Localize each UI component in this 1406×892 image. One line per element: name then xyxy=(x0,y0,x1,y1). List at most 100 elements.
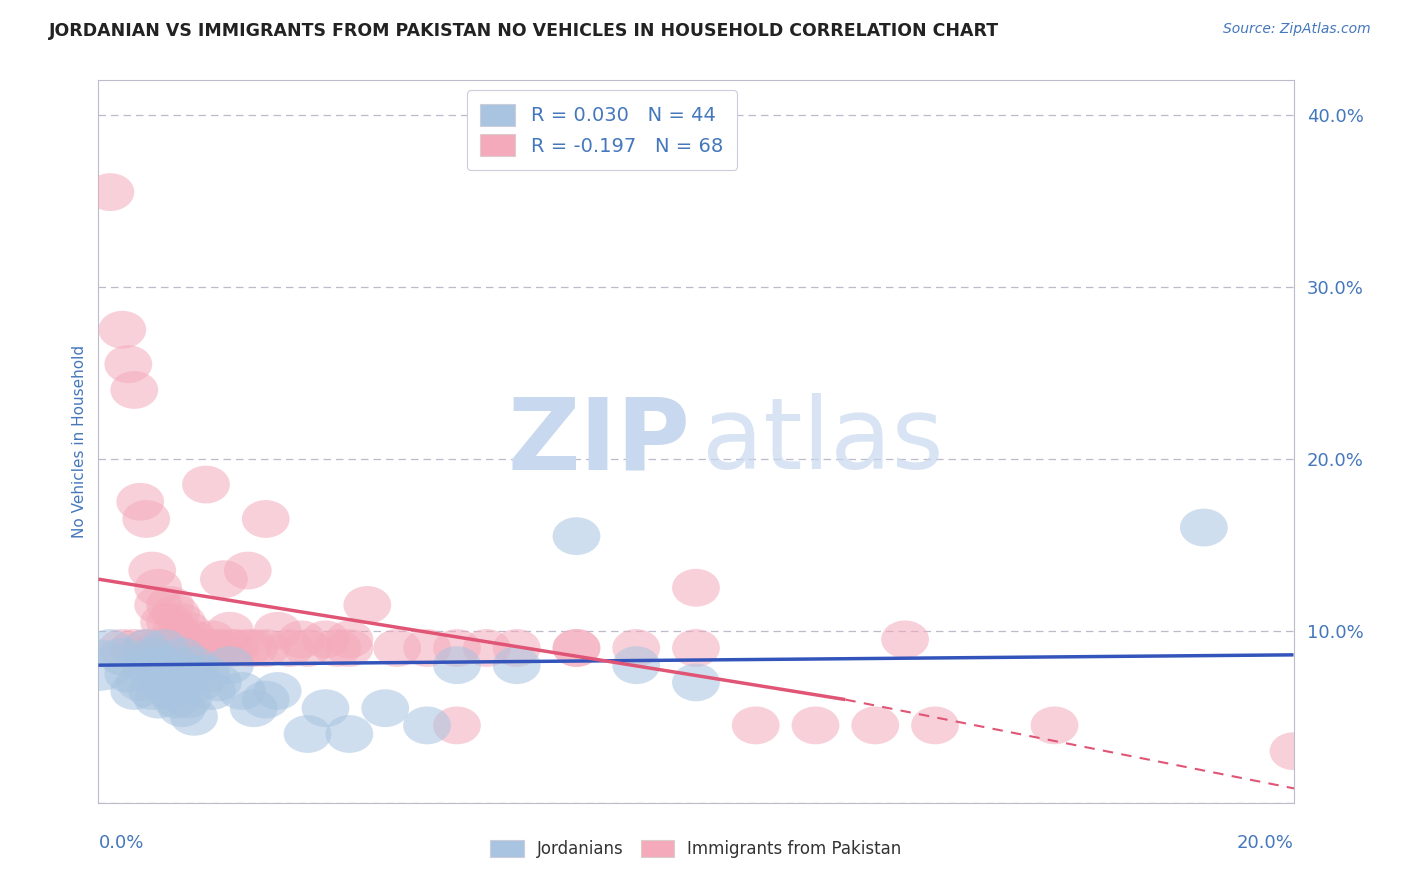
Ellipse shape xyxy=(200,560,247,599)
Ellipse shape xyxy=(128,551,176,590)
Ellipse shape xyxy=(183,655,231,693)
Ellipse shape xyxy=(152,681,200,719)
Ellipse shape xyxy=(404,629,451,667)
Ellipse shape xyxy=(135,646,183,684)
Ellipse shape xyxy=(242,500,290,538)
Ellipse shape xyxy=(374,629,422,667)
Ellipse shape xyxy=(170,646,218,684)
Ellipse shape xyxy=(183,629,231,667)
Ellipse shape xyxy=(176,664,224,701)
Ellipse shape xyxy=(404,706,451,744)
Ellipse shape xyxy=(433,706,481,744)
Ellipse shape xyxy=(613,629,661,667)
Ellipse shape xyxy=(170,621,218,658)
Ellipse shape xyxy=(1031,706,1078,744)
Ellipse shape xyxy=(117,483,165,521)
Ellipse shape xyxy=(278,621,326,658)
Ellipse shape xyxy=(1270,732,1317,770)
Ellipse shape xyxy=(141,603,188,641)
Ellipse shape xyxy=(170,629,218,667)
Ellipse shape xyxy=(852,706,900,744)
Ellipse shape xyxy=(159,621,207,658)
Ellipse shape xyxy=(128,638,176,675)
Ellipse shape xyxy=(183,466,231,503)
Ellipse shape xyxy=(326,629,374,667)
Ellipse shape xyxy=(98,638,146,675)
Ellipse shape xyxy=(207,612,254,649)
Ellipse shape xyxy=(326,621,374,658)
Ellipse shape xyxy=(231,629,278,667)
Ellipse shape xyxy=(63,640,135,691)
Ellipse shape xyxy=(165,655,212,693)
Ellipse shape xyxy=(218,672,266,710)
Ellipse shape xyxy=(159,629,207,667)
Text: 0.0%: 0.0% xyxy=(98,834,143,852)
Ellipse shape xyxy=(212,629,260,667)
Ellipse shape xyxy=(194,664,242,701)
Ellipse shape xyxy=(194,629,242,667)
Ellipse shape xyxy=(553,629,600,667)
Ellipse shape xyxy=(135,569,183,607)
Ellipse shape xyxy=(111,629,159,667)
Ellipse shape xyxy=(284,629,332,667)
Ellipse shape xyxy=(146,629,194,667)
Ellipse shape xyxy=(146,586,194,624)
Ellipse shape xyxy=(165,629,212,667)
Ellipse shape xyxy=(152,612,200,649)
Ellipse shape xyxy=(104,345,152,383)
Ellipse shape xyxy=(302,690,350,727)
Ellipse shape xyxy=(613,646,661,684)
Ellipse shape xyxy=(672,664,720,701)
Ellipse shape xyxy=(231,690,278,727)
Ellipse shape xyxy=(141,664,188,701)
Ellipse shape xyxy=(882,621,929,658)
Ellipse shape xyxy=(672,569,720,607)
Ellipse shape xyxy=(135,586,183,624)
Ellipse shape xyxy=(122,500,170,538)
Ellipse shape xyxy=(494,646,541,684)
Ellipse shape xyxy=(284,715,332,753)
Ellipse shape xyxy=(122,629,170,667)
Ellipse shape xyxy=(152,646,200,684)
Ellipse shape xyxy=(314,629,361,667)
Ellipse shape xyxy=(128,672,176,710)
Ellipse shape xyxy=(242,629,290,667)
Ellipse shape xyxy=(117,664,165,701)
Ellipse shape xyxy=(165,612,212,649)
Ellipse shape xyxy=(254,672,302,710)
Text: atlas: atlas xyxy=(702,393,943,490)
Ellipse shape xyxy=(242,681,290,719)
Ellipse shape xyxy=(146,603,194,641)
Ellipse shape xyxy=(207,646,254,684)
Ellipse shape xyxy=(792,706,839,744)
Ellipse shape xyxy=(104,655,152,693)
Ellipse shape xyxy=(361,690,409,727)
Ellipse shape xyxy=(165,681,212,719)
Ellipse shape xyxy=(188,672,236,710)
Ellipse shape xyxy=(159,638,207,675)
Ellipse shape xyxy=(176,629,224,667)
Ellipse shape xyxy=(911,706,959,744)
Ellipse shape xyxy=(135,629,183,667)
Legend: Jordanians, Immigrants from Pakistan: Jordanians, Immigrants from Pakistan xyxy=(482,832,910,867)
Ellipse shape xyxy=(224,629,271,667)
Ellipse shape xyxy=(98,629,146,667)
Ellipse shape xyxy=(122,646,170,684)
Ellipse shape xyxy=(207,629,254,667)
Ellipse shape xyxy=(326,715,374,753)
Ellipse shape xyxy=(146,655,194,693)
Ellipse shape xyxy=(553,629,600,667)
Text: JORDANIAN VS IMMIGRANTS FROM PAKISTAN NO VEHICLES IN HOUSEHOLD CORRELATION CHART: JORDANIAN VS IMMIGRANTS FROM PAKISTAN NO… xyxy=(49,22,1000,40)
Ellipse shape xyxy=(159,603,207,641)
Ellipse shape xyxy=(672,629,720,667)
Ellipse shape xyxy=(433,629,481,667)
Ellipse shape xyxy=(122,629,170,667)
Y-axis label: No Vehicles in Household: No Vehicles in Household xyxy=(72,345,87,538)
Ellipse shape xyxy=(188,621,236,658)
Ellipse shape xyxy=(146,672,194,710)
Ellipse shape xyxy=(302,621,350,658)
Ellipse shape xyxy=(170,698,218,736)
Ellipse shape xyxy=(1180,508,1227,547)
Ellipse shape xyxy=(152,595,200,632)
Ellipse shape xyxy=(135,681,183,719)
